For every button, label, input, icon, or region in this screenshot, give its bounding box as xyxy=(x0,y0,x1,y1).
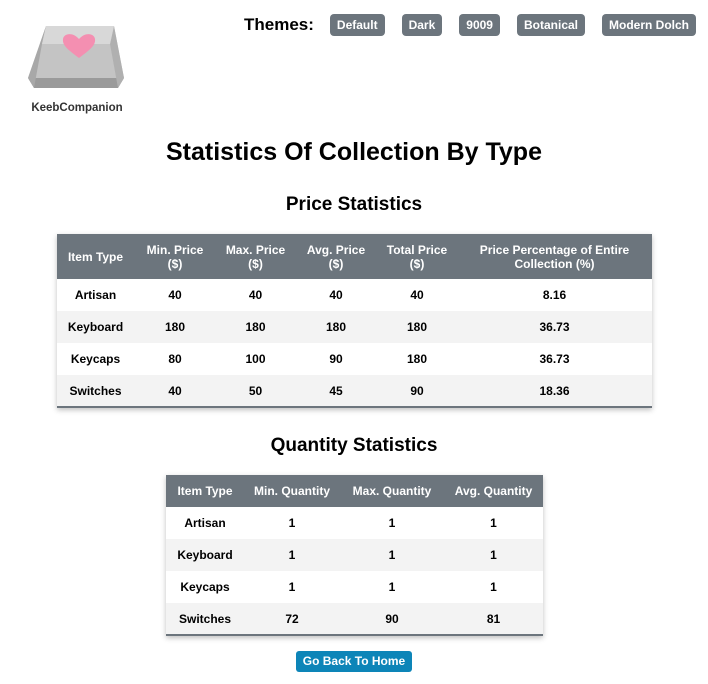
table-cell: Artisan xyxy=(184,516,226,530)
table-cell: 40 xyxy=(329,288,343,302)
table-cell: 1 xyxy=(388,580,396,594)
table-cell: 1 xyxy=(490,516,497,530)
table-cell: 180 xyxy=(164,320,186,334)
table-cell: 90 xyxy=(410,383,424,398)
table-cell: 36.73 xyxy=(539,352,570,366)
table-cell: 90 xyxy=(385,611,399,626)
theme-button-dark[interactable]: Dark xyxy=(401,14,443,36)
table-header-row: Item Type Min. Quantity Max. Quantity Av… xyxy=(166,475,543,507)
table-cell: Keycaps xyxy=(70,352,121,366)
table-cell: 40 xyxy=(168,288,182,302)
table-cell: Keyboard xyxy=(177,548,233,562)
table-cell: 1 xyxy=(490,580,497,594)
table-cell: 8.16 xyxy=(542,288,567,302)
theme-button-botanical[interactable]: Botanical xyxy=(516,14,585,36)
table-cell: Artisan xyxy=(74,288,117,302)
table-cell: 45 xyxy=(329,383,343,398)
column-header: Price Percentage of Entire Collection (%… xyxy=(479,242,630,271)
column-header: Min. Quantity xyxy=(254,484,330,498)
table-row: Switches 40 50 45 90 18.36 xyxy=(57,375,652,407)
column-header: Item Type xyxy=(67,249,124,264)
table-cell: 1 xyxy=(388,548,396,562)
column-header: Avg. Price ($) xyxy=(306,242,366,271)
table-row: Switches 72 90 81 xyxy=(166,603,543,635)
table-cell: 1 xyxy=(490,548,497,562)
table-cell: 40 xyxy=(248,288,263,302)
table-cell: 180 xyxy=(325,320,347,334)
table-cell: 40 xyxy=(168,383,182,398)
column-header: Total Price ($) xyxy=(386,242,448,271)
keebcompanion-logo[interactable]: KeebCompanion xyxy=(24,22,130,118)
price-statistics-table: Item Type Min. Price ($) Max. Price ($) … xyxy=(57,234,652,408)
table-cell: 1 xyxy=(388,516,396,530)
table-cell: 180 xyxy=(406,352,428,366)
quantity-statistics-table: Item Type Min. Quantity Max. Quantity Av… xyxy=(166,475,543,636)
go-back-home-button[interactable]: Go Back To Home xyxy=(296,651,412,672)
table-cell: 180 xyxy=(245,320,266,334)
themes-label: Themes: xyxy=(244,15,314,34)
column-header: Max. Price ($) xyxy=(225,242,286,271)
table-row: Artisan 40 40 40 40 8.16 xyxy=(57,279,652,311)
table-cell: Switches xyxy=(69,383,122,398)
table-cell: 50 xyxy=(248,383,263,398)
column-header: Avg. Quantity xyxy=(454,484,533,498)
table-cell: Keyboard xyxy=(67,320,124,334)
page-title: Statistics Of Collection By Type xyxy=(165,138,542,166)
logo-text: KeebCompanion xyxy=(31,102,123,114)
table-cell: 80 xyxy=(168,352,182,366)
table-cell: 40 xyxy=(410,288,424,302)
column-header: Item Type xyxy=(177,484,233,498)
column-header: Max. Quantity xyxy=(352,484,432,498)
table-cell: 90 xyxy=(329,352,343,366)
quantity-statistics-heading: Quantity Statistics xyxy=(270,435,438,456)
table-cell: Keycaps xyxy=(180,580,230,594)
table-cell: 18.36 xyxy=(539,383,570,398)
price-statistics-heading: Price Statistics xyxy=(285,194,423,215)
table-header-row: Item Type Min. Price ($) Max. Price ($) … xyxy=(57,234,652,279)
theme-button-default[interactable]: Default xyxy=(329,14,385,36)
table-cell: 1 xyxy=(288,548,296,562)
table-row: Keyboard 1 1 1 xyxy=(166,539,543,571)
table-row: Keyboard 180 180 180 180 36.73 xyxy=(57,311,652,343)
theme-button-modern-dolch[interactable]: Modern Dolch xyxy=(602,14,696,36)
table-cell: Switches xyxy=(178,611,232,626)
table-cell: 36.73 xyxy=(539,320,570,334)
table-row: Keycaps 80 100 90 180 36.73 xyxy=(57,343,652,375)
column-header: Min. Price ($) xyxy=(146,242,204,271)
table-cell: 1 xyxy=(288,516,296,530)
table-cell: 72 xyxy=(285,611,299,626)
table-row: Keycaps 1 1 1 xyxy=(166,571,543,603)
theme-button-9009[interactable]: 9009 xyxy=(459,14,500,36)
theme-switcher: Themes: Default Dark 9009 Botanical Mode… xyxy=(244,13,696,37)
keycap-heart-icon xyxy=(28,26,124,88)
table-cell: 180 xyxy=(406,320,428,334)
table-row: Artisan 1 1 1 xyxy=(166,507,543,539)
table-cell: 100 xyxy=(245,352,266,366)
table-cell: 81 xyxy=(486,611,501,626)
table-cell: 1 xyxy=(288,580,296,594)
